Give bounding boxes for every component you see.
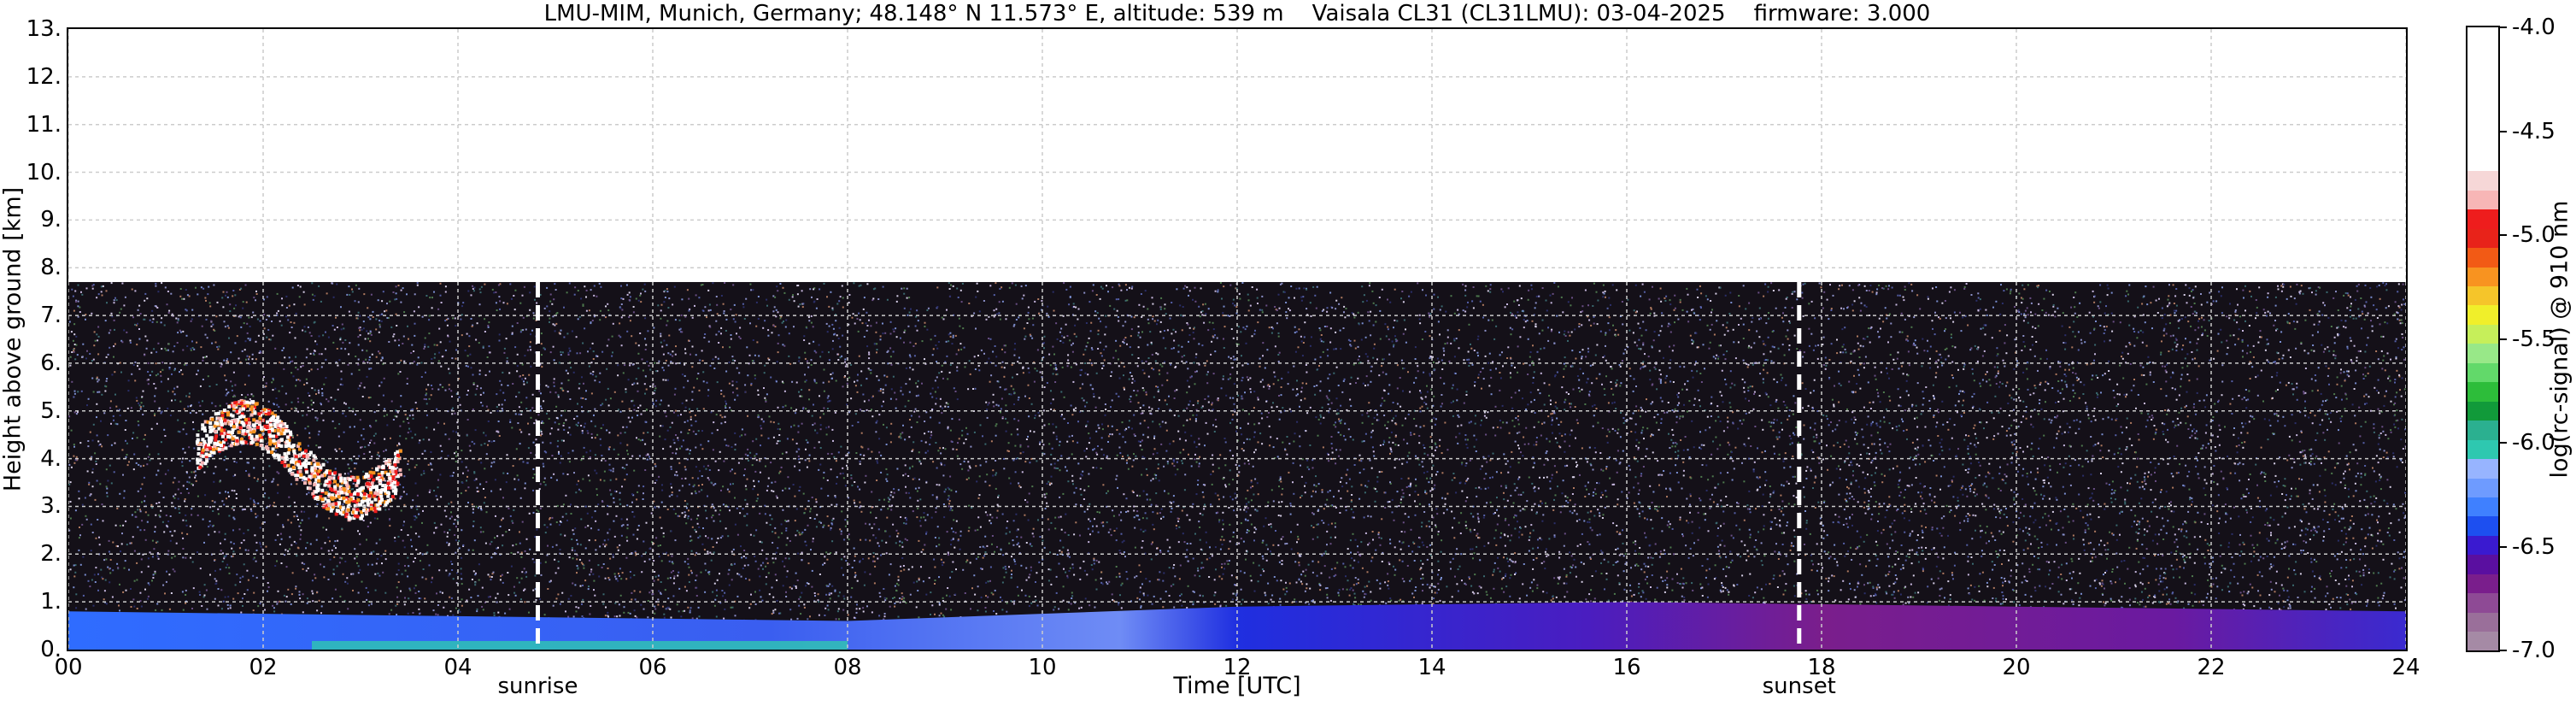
- y-tick-label: 4.: [40, 445, 62, 472]
- colorbar-segment: [2467, 228, 2498, 249]
- colorbar-segment: [2467, 515, 2498, 536]
- y-axis-label: Height above ground [km]: [0, 186, 26, 492]
- colorbar-tick-label: -7.0: [2512, 638, 2555, 663]
- colorbar-tick-label: -5.0: [2512, 222, 2555, 248]
- colorbar-segment: [2467, 209, 2498, 229]
- colorbar-tick-label: -6.5: [2512, 533, 2555, 560]
- y-tick-label: 1.: [40, 589, 62, 615]
- colorbar-segment: [2467, 631, 2498, 650]
- colorbar-segment: [2467, 401, 2498, 421]
- colorbar-segment: [2467, 324, 2498, 344]
- colorbar-segment: [2467, 497, 2498, 517]
- y-tick-label: 0.: [40, 637, 62, 662]
- backscatter-heatmap: [68, 29, 2406, 650]
- y-tick-label: 6.: [40, 350, 62, 376]
- y-tick-label: 9.: [40, 207, 62, 233]
- x-tick-label: 00: [54, 655, 83, 680]
- y-tick-label: 10.: [26, 159, 62, 185]
- colorbar-segment: [2467, 343, 2498, 363]
- y-tick-label: 2.: [40, 541, 62, 568]
- surface-layer: [312, 640, 848, 650]
- y-tick-label: 8.: [40, 255, 62, 281]
- colorbar-segment: [2467, 304, 2498, 325]
- colorbar-segment: [2467, 554, 2498, 574]
- colorbar-tick-mark: [2498, 234, 2507, 236]
- y-tick-label: 13.: [26, 16, 62, 42]
- chart-title: LMU-MIM, Munich, Germany; 48.148° N 11.5…: [543, 1, 1931, 26]
- colorbar-tick-mark: [2498, 442, 2507, 444]
- colorbar-tick-label: -5.5: [2512, 326, 2555, 352]
- y-tick-label: 12.: [26, 63, 62, 90]
- colorbar-segment: [2467, 285, 2498, 306]
- colorbar-segment: [2467, 439, 2498, 460]
- colorbar-segment: [2467, 190, 2498, 210]
- x-tick-label: 24: [2391, 655, 2421, 680]
- colorbar-segment: [2467, 247, 2498, 268]
- sunrise-label: sunrise: [497, 674, 578, 699]
- colorbar-segment: [2467, 592, 2498, 613]
- x-tick-label: 04: [443, 655, 472, 680]
- x-tick-label: 08: [833, 655, 862, 680]
- colorbar-tick-mark: [2498, 130, 2507, 132]
- x-axis-label: Time [UTC]: [1173, 673, 1301, 699]
- colorbar-label: log(rc-signal) @ 910 nm: [2546, 200, 2573, 479]
- colorbar-segment: [2467, 266, 2498, 286]
- x-tick-label: 10: [1028, 655, 1057, 680]
- x-tick-label: 06: [638, 655, 667, 680]
- colorbar-tick-label: -6.0: [2512, 430, 2555, 456]
- colorbar-segment: [2467, 458, 2498, 479]
- colorbar-segment: [2467, 574, 2498, 594]
- colorbar-segment: [2467, 170, 2498, 191]
- colorbar-segment: [2467, 535, 2498, 556]
- colorbar-tick-mark: [2498, 338, 2507, 340]
- colorbar-tick-mark: [2498, 545, 2507, 548]
- colorbar-tick-mark: [2498, 650, 2507, 651]
- x-tick-label: 16: [1612, 655, 1641, 680]
- x-tick-label: 18: [1807, 655, 1836, 680]
- colorbar-segment: [2467, 362, 2498, 383]
- colorbar-segment: [2467, 27, 2498, 171]
- cloud-layer: [195, 398, 402, 522]
- colorbar-segment: [2467, 381, 2498, 402]
- y-tick-label: 11.: [26, 111, 62, 138]
- x-tick-label: 12: [1223, 655, 1252, 680]
- x-tick-label: 14: [1417, 655, 1446, 680]
- grid: [68, 29, 2406, 650]
- x-tick-label: 02: [249, 655, 278, 680]
- colorbar-segment: [2467, 612, 2498, 632]
- plot-area: [67, 27, 2408, 651]
- y-tick-label: 5.: [40, 397, 62, 424]
- colorbar-segment: [2467, 420, 2498, 440]
- y-tick-label: 7.: [40, 303, 62, 329]
- x-tick-label: 22: [2197, 655, 2226, 680]
- colorbar-tick-label: -4.5: [2512, 118, 2555, 144]
- y-tick-label: 3.: [40, 493, 62, 520]
- x-tick-label: 20: [2002, 655, 2031, 680]
- sunset-label: sunset: [1762, 674, 1836, 699]
- colorbar-segment: [2467, 477, 2498, 497]
- colorbar: [2466, 26, 2500, 652]
- colorbar-tick-label: -4.0: [2512, 15, 2555, 40]
- colorbar-tick-mark: [2498, 26, 2507, 28]
